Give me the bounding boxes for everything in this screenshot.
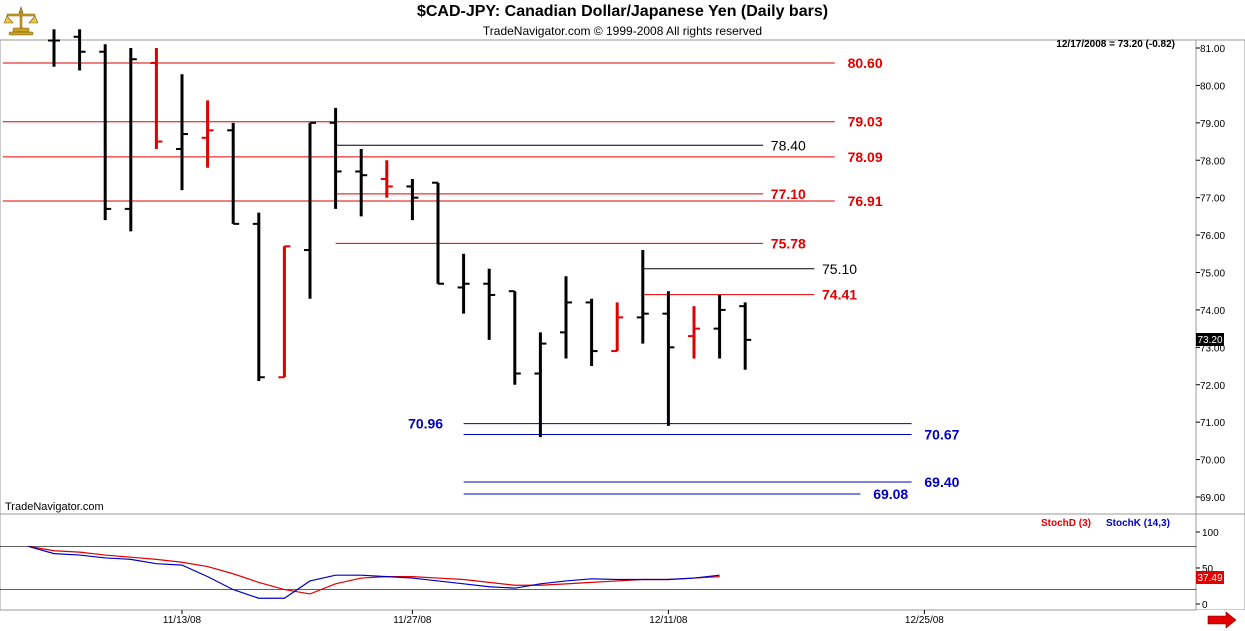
ohlc-bar xyxy=(252,212,265,382)
date-tick-label: 11/13/08 xyxy=(163,615,202,626)
price-tick-label: 74.00 xyxy=(1200,306,1225,317)
price-tick-label: 72.00 xyxy=(1200,381,1225,392)
ohlc-bar xyxy=(99,44,112,221)
ohlc-bar xyxy=(278,245,291,379)
level-label: 75.10 xyxy=(822,261,857,277)
chart-title: $CAD-JPY: Canadian Dollar/Japanese Yen (… xyxy=(416,3,829,20)
ohlc-bar xyxy=(611,302,624,353)
level-label: 76.91 xyxy=(848,193,883,209)
price-tick-label: 78.00 xyxy=(1200,156,1225,167)
stochd-line xyxy=(28,545,720,595)
ohlc-bar xyxy=(432,181,444,285)
ohlc-bar xyxy=(508,290,521,385)
price-tick-label: 80.00 xyxy=(1200,81,1225,92)
indicator-last-value: 37.49 xyxy=(1197,573,1222,584)
indicator-tick-label: 0 xyxy=(1202,600,1208,611)
stochastic-lines xyxy=(28,545,720,599)
ohlc-bar xyxy=(483,268,496,340)
stochd-legend: StochD (3) xyxy=(1041,518,1091,529)
date-tick-label: 12/11/08 xyxy=(649,615,688,626)
indicator-panel xyxy=(0,513,1245,611)
ohlc-bar xyxy=(150,48,163,150)
date-tick-label: 12/25/08 xyxy=(905,615,944,626)
price-tick-label: 77.00 xyxy=(1200,194,1225,205)
price-tick-label: 76.00 xyxy=(1200,231,1225,242)
ohlc-bar xyxy=(662,291,675,426)
ohlc-bar xyxy=(73,29,86,71)
scroll-right-arrow-icon[interactable] xyxy=(1205,611,1237,629)
price-tick-label: 73.00 xyxy=(1200,343,1225,354)
ohlc-bar xyxy=(48,29,60,67)
indicator-tick-label: 50 xyxy=(1202,564,1214,575)
date-axis-ticks: 11/13/08 11/27/08 12/11/08 12/25/08 xyxy=(163,610,944,626)
level-label: 78.09 xyxy=(848,149,883,165)
ohlc-bar xyxy=(457,253,470,314)
level-label: 74.41 xyxy=(822,287,857,303)
price-tick-label: 70.00 xyxy=(1200,456,1225,467)
level-label: 70.67 xyxy=(924,427,959,443)
ohlc-bar xyxy=(201,100,214,168)
ohlc-bar xyxy=(534,332,547,438)
chart-header: $CAD-JPY: Canadian Dollar/Japanese Yen (… xyxy=(0,0,1245,40)
price-axis: 69.00 70.00 71.00 72.00 73.00 74.00 75.00 76.00… xyxy=(1196,44,1225,504)
ohlc-bar xyxy=(636,250,649,344)
last-price-label: 73.20 xyxy=(1197,335,1222,346)
ohlc-bar xyxy=(124,48,137,232)
ohlc-bar xyxy=(560,276,572,359)
price-tick-label: 71.00 xyxy=(1200,418,1225,429)
ohlc-bar xyxy=(585,298,598,367)
ohlc-bar xyxy=(713,294,726,359)
date-axis xyxy=(0,609,1245,631)
stochk-legend: StochK (14,3) xyxy=(1106,518,1170,529)
chart-copyright: TradeNavigator.com © 1999-2008 All right… xyxy=(482,24,763,38)
watermark: TradeNavigator.com xyxy=(5,501,104,513)
level-label: 80.60 xyxy=(848,55,883,71)
last-price-box: 73.20 xyxy=(1196,333,1224,346)
price-tick-label: 69.00 xyxy=(1200,493,1225,504)
level-label: 77.10 xyxy=(771,186,806,202)
ohlc-bar xyxy=(176,74,188,191)
price-tick-label: 79.00 xyxy=(1200,119,1225,130)
indicator-tick-label: 100 xyxy=(1202,528,1219,539)
price-tick-label: 81.00 xyxy=(1200,44,1225,55)
level-label: 79.03 xyxy=(848,114,883,130)
ohlc-bar xyxy=(227,122,240,225)
price-panel xyxy=(0,39,1245,515)
ohlc-bar xyxy=(329,107,342,209)
ohlc-bar xyxy=(688,306,700,359)
price-levels: 80.60 79.03 78.40 78.09 77.10 76.91 75.78 75.10… xyxy=(2,55,960,502)
level-label: 78.40 xyxy=(771,137,806,153)
ohlc-bar xyxy=(380,160,393,198)
indicator-last-box: 37.49 xyxy=(1196,571,1224,584)
level-label: 75.78 xyxy=(771,235,806,251)
ohlc-bar xyxy=(355,149,368,217)
ohlc-bar xyxy=(406,178,419,221)
indicator-axis: 0 50 100 xyxy=(0,528,1219,611)
ohlc-bar xyxy=(739,302,752,370)
ohlc-bars xyxy=(48,29,752,438)
level-label: 70.96 xyxy=(408,416,443,432)
date-tick-label: 11/27/08 xyxy=(393,615,432,626)
level-label: 69.08 xyxy=(873,486,908,502)
price-readout: 12/17/2008 = 73.20 (-0.82) xyxy=(1056,39,1175,50)
ohlc-bar xyxy=(304,121,316,299)
stochk-line xyxy=(28,545,720,599)
level-label: 69.40 xyxy=(924,474,959,490)
price-tick-label: 75.00 xyxy=(1200,269,1225,280)
balance-scale-logo-icon xyxy=(4,4,38,36)
